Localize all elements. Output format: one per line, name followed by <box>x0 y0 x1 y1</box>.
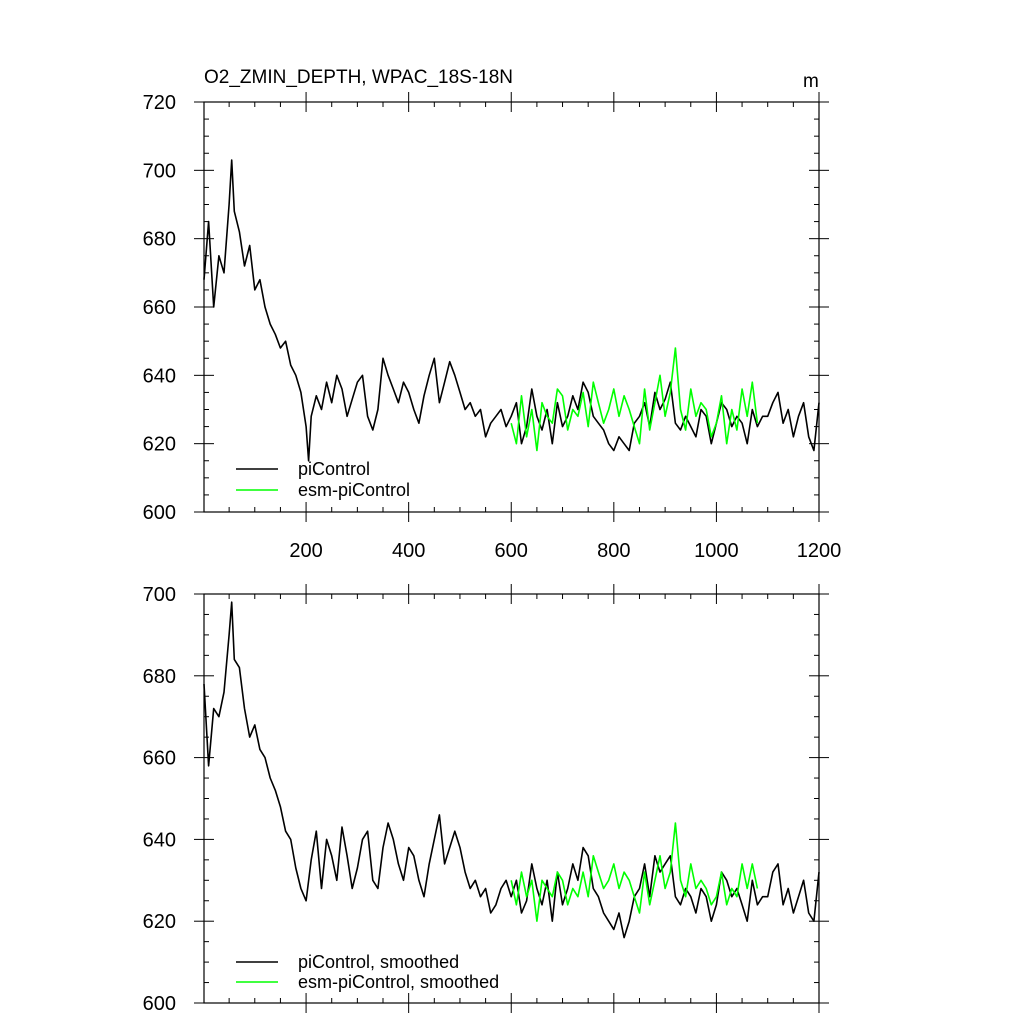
x-tick-label: 1200 <box>797 540 842 562</box>
top-panel-title: O2_ZMIN_DEPTH, WPAC_18S-18N <box>204 67 513 88</box>
y-tick-label: 640 <box>143 829 176 851</box>
legend-label-picontrol-smoothed: piControl, smoothed <box>298 952 459 972</box>
bottom-legend: piControl, smoothed esm-piControl, smoot… <box>236 952 499 992</box>
y-tick-label: 660 <box>143 297 176 319</box>
series-line-picontrol-smoothed <box>203 601 820 939</box>
plot-frame <box>203 593 820 1004</box>
y-tick-label: 600 <box>143 502 176 524</box>
y-tick-label: 680 <box>143 666 176 688</box>
series-line-picontrol <box>203 159 820 462</box>
plot-frame <box>203 101 820 513</box>
top-panel-units: m <box>803 71 819 92</box>
legend-label-esm-picontrol: esm-piControl <box>298 480 410 500</box>
legend-label-picontrol: piControl <box>298 459 370 479</box>
y-tick-label: 620 <box>143 434 176 456</box>
top-legend: piControl esm-piControl <box>236 459 410 500</box>
x-tick-label: 400 <box>392 540 425 562</box>
bottom-panel-series <box>203 601 820 939</box>
y-tick-label: 720 <box>143 92 176 114</box>
x-tick-label: 200 <box>289 540 322 562</box>
y-tick-label: 620 <box>143 911 176 933</box>
y-tick-label: 660 <box>143 748 176 770</box>
bottom-panel-axes: 600 620 640 660 680 700 <box>143 584 829 1015</box>
y-tick-label: 700 <box>143 160 176 182</box>
y-tick-label: 680 <box>143 229 176 251</box>
top-panel-series <box>203 159 820 462</box>
top-panel: O2_ZMIN_DEPTH, WPAC_18S-18N m 6006206406… <box>143 67 842 562</box>
x-tick-label: 600 <box>495 540 528 562</box>
x-tick-label: 1000 <box>694 540 739 562</box>
legend-label-esm-picontrol-smoothed: esm-piControl, smoothed <box>298 972 499 992</box>
y-tick-label: 700 <box>143 584 176 606</box>
bottom-panel: 600 620 640 660 680 700 piControl, smoothed e… <box>143 584 829 1015</box>
series-line-esm-picontrol <box>510 347 759 452</box>
top-panel-axes: 600 620 640 660 680 700 720 200 400 600 800 1000 120… <box>143 92 842 562</box>
y-tick-label: 640 <box>143 365 176 387</box>
series-line-esm-picontrol-smoothed <box>510 822 759 923</box>
x-tick-label: 800 <box>597 540 630 562</box>
y-tick-label: 600 <box>143 993 176 1015</box>
